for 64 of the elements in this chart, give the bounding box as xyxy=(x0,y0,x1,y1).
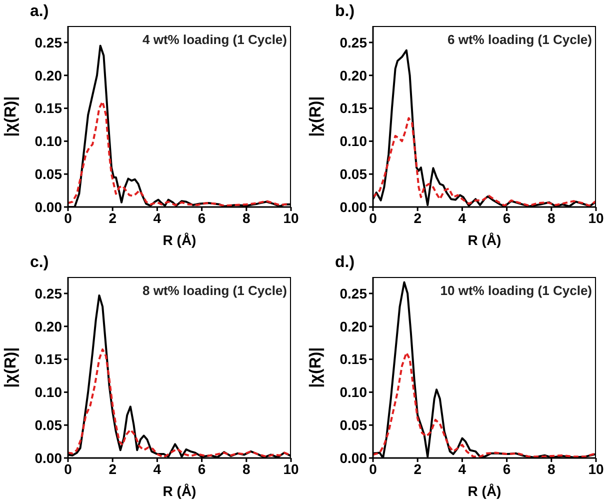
annotation: 10 wt% loading (1 Cycle) xyxy=(440,283,592,298)
y-tick-label: 0.00 xyxy=(340,198,368,215)
x-tick-label: 2 xyxy=(414,210,422,226)
y-tick-label: 0.20 xyxy=(340,67,368,84)
y-tick-label: 0.20 xyxy=(34,318,62,334)
y-tick-label: 0.00 xyxy=(34,198,62,215)
x-axis-title: R (Å) xyxy=(468,483,502,499)
y-tick-label: 0.15 xyxy=(340,100,368,116)
y-tick-label: 0.05 xyxy=(34,166,62,182)
x-tick-label: 4 xyxy=(458,460,466,477)
x-tick-label: 8 xyxy=(548,210,556,226)
x-tick-label: 8 xyxy=(242,460,250,477)
y-tick-label: 0.20 xyxy=(340,318,368,334)
x-tick-label: 6 xyxy=(502,210,511,226)
x-tick-label: 0 xyxy=(64,210,72,226)
annotation: 6 wt% loading (1 Cycle) xyxy=(448,32,592,47)
y-tick-label: 0.25 xyxy=(34,285,62,302)
y-tick-label: 0.05 xyxy=(34,417,62,434)
y-tick-label: 0.10 xyxy=(340,133,368,150)
x-tick-label: 0 xyxy=(64,460,72,477)
y-axis-title: |χ(R)| xyxy=(2,347,20,388)
x-tick-label: 6 xyxy=(502,460,511,477)
y-tick-label: 0.00 xyxy=(34,450,62,466)
y-tick-label: 0.10 xyxy=(34,384,62,400)
x-tick-label: 2 xyxy=(108,460,117,477)
x-tick-label: 10 xyxy=(283,210,299,226)
x-axis-title: R (Å) xyxy=(162,483,196,499)
x-tick-label: 2 xyxy=(108,210,117,226)
y-tick-label: 0.15 xyxy=(340,351,368,368)
x-tick-label: 8 xyxy=(242,210,250,226)
y-tick-label: 0.00 xyxy=(340,450,368,466)
x-tick-label: 4 xyxy=(153,210,162,226)
y-tick-label: 0.10 xyxy=(340,384,368,400)
y-tick-label: 0.05 xyxy=(340,166,368,182)
x-tick-label: 0 xyxy=(369,460,378,477)
chart-title: b.) xyxy=(335,3,355,21)
chart-title: d.) xyxy=(335,254,355,272)
annotation: 8 wt% loading (1 Cycle) xyxy=(142,283,287,298)
y-axis-title: |χ(R)| xyxy=(308,347,325,388)
chart-title: a.) xyxy=(30,3,49,21)
x-tick-label: 2 xyxy=(414,460,422,477)
y-tick-label: 0.25 xyxy=(34,34,62,50)
y-tick-label: 0.15 xyxy=(34,100,62,116)
x-tick-label: 8 xyxy=(548,460,556,477)
y-tick-label: 0.10 xyxy=(34,133,62,150)
x-tick-label: 6 xyxy=(198,210,206,226)
x-axis-title: R (Å) xyxy=(162,232,196,248)
x-tick-label: 10 xyxy=(588,210,604,226)
x-tick-label: 10 xyxy=(283,460,299,477)
y-tick-label: 0.25 xyxy=(340,285,368,302)
y-tick-label: 0.25 xyxy=(340,34,368,50)
x-axis-title: R (Å) xyxy=(468,232,502,248)
x-tick-label: 6 xyxy=(198,460,206,477)
y-tick-label: 0.05 xyxy=(340,417,368,434)
x-tick-label: 4 xyxy=(458,210,466,226)
x-tick-label: 10 xyxy=(588,460,604,477)
y-axis-title: |χ(R)| xyxy=(308,96,325,137)
y-tick-label: 0.20 xyxy=(34,67,62,84)
x-tick-label: 4 xyxy=(153,460,162,477)
chart-title: c.) xyxy=(30,254,49,272)
annotation: 4 wt% loading (1 Cycle) xyxy=(142,32,287,47)
y-axis-title: |χ(R)| xyxy=(2,96,20,137)
x-tick-label: 0 xyxy=(369,210,378,226)
y-tick-label: 0.15 xyxy=(34,351,62,368)
